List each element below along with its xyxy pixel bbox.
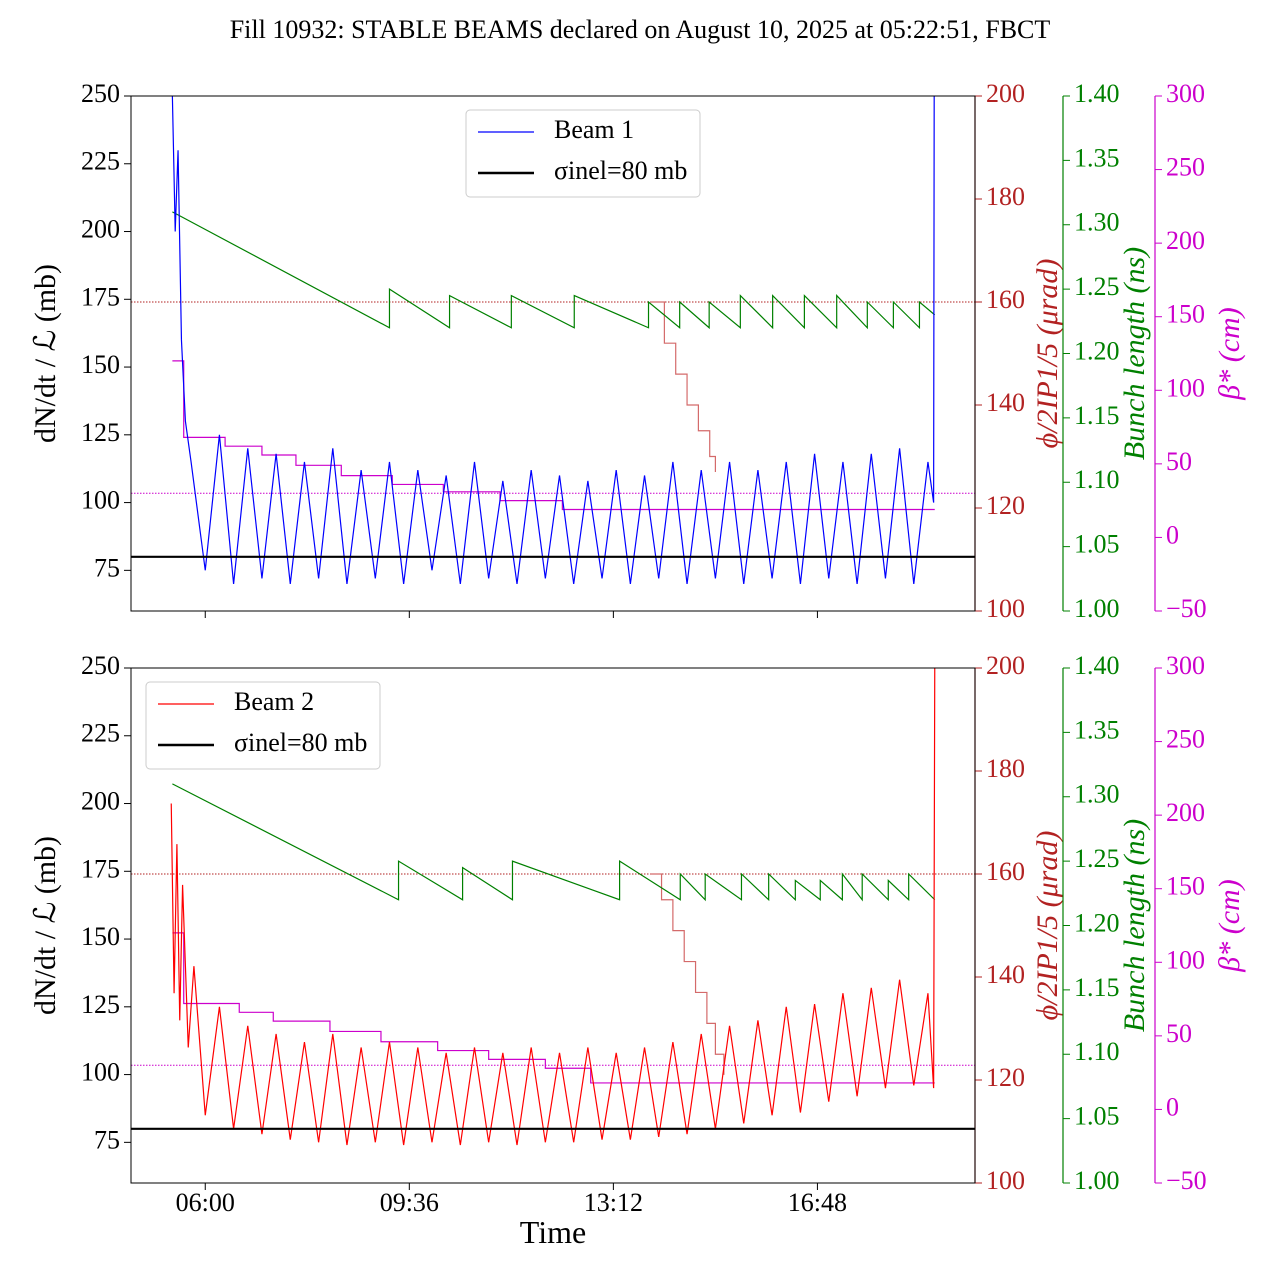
y-tick-label: 1.10 [1074, 1037, 1120, 1066]
y-tick-label: 125 [81, 990, 120, 1019]
y-tick-label: 1.15 [1074, 401, 1120, 430]
axis-label: ϕ/2IP1/5 (μrad) [1031, 831, 1064, 1021]
axis-label: dN/dt / ℒ (mb) [29, 836, 62, 1015]
series-line [650, 873, 725, 1075]
x-axis-label: Time [520, 1214, 586, 1250]
y-tick-label: 0 [1166, 1092, 1179, 1121]
y-tick-label: 1.40 [1074, 651, 1120, 680]
y-tick-label: 1.25 [1074, 844, 1120, 873]
legend-label: Beam 2 [234, 687, 314, 716]
y-tick-label: 200 [81, 786, 120, 815]
x-tick-label: 09:36 [380, 1188, 439, 1217]
series-line [170, 668, 936, 1146]
y-tick-label: 50 [1166, 447, 1192, 476]
y-tick-label: 1.20 [1074, 336, 1120, 365]
y-tick-label: 300 [1166, 79, 1205, 108]
y-tick-label: 0 [1166, 520, 1179, 549]
series-line [172, 211, 936, 330]
y-tick-label: 120 [986, 1063, 1025, 1092]
legend-label: σinel=80 mb [554, 156, 687, 185]
y-tick-label: 1.35 [1074, 143, 1120, 172]
y-tick-label: 1.25 [1074, 272, 1120, 301]
y-tick-label: 200 [81, 214, 120, 243]
y-tick-label: 100 [81, 1058, 120, 1087]
x-tick-label: 16:48 [788, 1188, 847, 1217]
y-tick-label: 250 [1166, 725, 1205, 754]
y-tick-label: 75 [94, 553, 120, 582]
y-tick-label: 150 [1166, 872, 1205, 901]
y-tick-label: 75 [94, 1125, 120, 1154]
axis-label: dN/dt / ℒ (mb) [29, 264, 62, 443]
legend-label: Beam 1 [554, 115, 634, 144]
y-tick-label: 100 [986, 1166, 1025, 1195]
y-tick-label: 1.10 [1074, 465, 1120, 494]
legend-label: σinel=80 mb [234, 728, 367, 757]
figure-title: Fill 10932: STABLE BEAMS declared on Aug… [230, 15, 1051, 44]
y-tick-label: 225 [81, 719, 120, 748]
y-tick-label: 200 [1166, 798, 1205, 827]
y-tick-label: 250 [1166, 153, 1205, 182]
y-tick-label: 175 [81, 854, 120, 883]
y-tick-label: 100 [1166, 373, 1205, 402]
y-tick-label: 150 [81, 922, 120, 951]
y-tick-label: 200 [986, 651, 1025, 680]
series-line [172, 783, 936, 902]
y-tick-label: 250 [81, 79, 120, 108]
y-tick-label: 125 [81, 418, 120, 447]
y-tick-label: 160 [986, 857, 1025, 886]
y-tick-label: 1.20 [1074, 908, 1120, 937]
axis-label: Bunch length (ns) [1118, 819, 1151, 1032]
y-tick-label: 200 [1166, 226, 1205, 255]
y-tick-label: 150 [1166, 300, 1205, 329]
y-tick-label: 120 [986, 491, 1025, 520]
y-tick-label: 100 [81, 486, 120, 515]
y-tick-label: −50 [1166, 1166, 1207, 1195]
y-tick-label: 1.30 [1074, 208, 1120, 237]
y-tick-label: 1.15 [1074, 973, 1120, 1002]
y-tick-label: 1.00 [1074, 1166, 1120, 1195]
y-tick-label: 180 [986, 754, 1025, 783]
y-tick-label: 1.30 [1074, 780, 1120, 809]
y-tick-label: 100 [986, 594, 1025, 623]
axis-label: β* (cm) [1213, 307, 1246, 400]
y-tick-label: 250 [81, 651, 120, 680]
y-tick-label: 1.05 [1074, 1102, 1120, 1131]
y-tick-label: 1.05 [1074, 530, 1120, 559]
x-tick-label: 13:12 [584, 1188, 643, 1217]
series-line [650, 301, 716, 472]
axis-label: β* (cm) [1213, 879, 1246, 972]
y-tick-label: 1.35 [1074, 715, 1120, 744]
y-tick-label: 160 [986, 285, 1025, 314]
y-tick-label: 225 [81, 147, 120, 176]
y-tick-label: 100 [1166, 945, 1205, 974]
y-tick-label: 150 [81, 350, 120, 379]
y-tick-label: 300 [1166, 651, 1205, 680]
x-tick-label: 06:00 [176, 1188, 235, 1217]
axis-label: Bunch length (ns) [1118, 247, 1151, 460]
y-tick-label: 140 [986, 960, 1025, 989]
y-tick-label: 1.40 [1074, 79, 1120, 108]
plot-frame [130, 667, 976, 1184]
y-tick-label: 50 [1166, 1019, 1192, 1048]
plot-frame [130, 95, 976, 612]
y-tick-label: 1.00 [1074, 594, 1120, 623]
series-line [172, 932, 935, 1084]
y-tick-label: 140 [986, 388, 1025, 417]
y-tick-label: 180 [986, 182, 1025, 211]
y-tick-label: 175 [81, 282, 120, 311]
y-tick-label: −50 [1166, 594, 1207, 623]
y-tick-label: 200 [986, 79, 1025, 108]
axis-label: ϕ/2IP1/5 (μrad) [1031, 259, 1064, 449]
